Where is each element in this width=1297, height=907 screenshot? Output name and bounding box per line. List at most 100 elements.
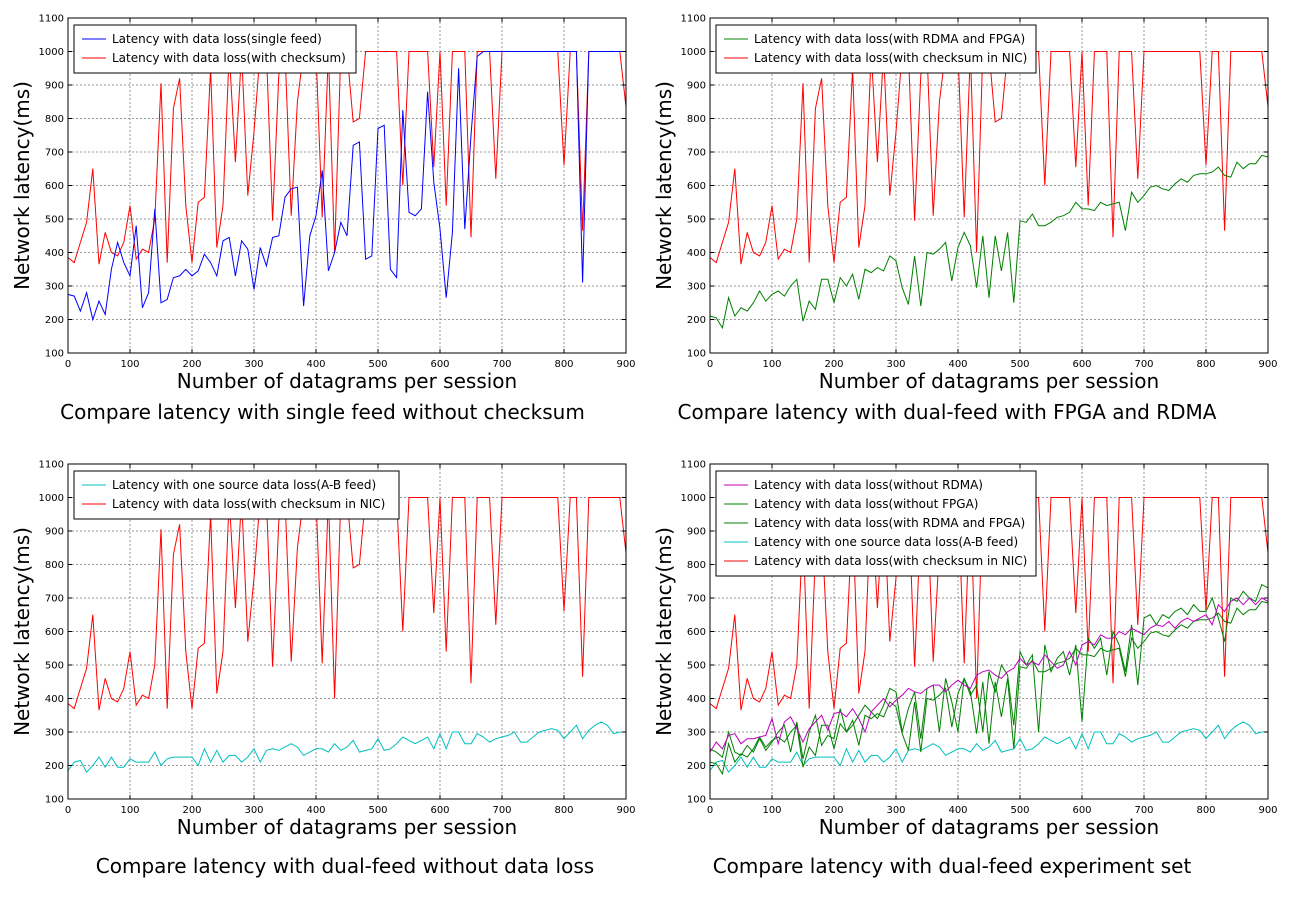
caption-2: Compare latency with dual-feed with FPGA…: [677, 400, 1217, 424]
y-tick-label: 500: [45, 661, 64, 672]
y-tick-label: 600: [687, 181, 706, 192]
y-tick-label: 500: [45, 215, 64, 226]
y-tick-label: 400: [45, 694, 64, 705]
x-tick-label: 600: [430, 805, 449, 816]
y-tick-label: 100: [45, 795, 64, 806]
x-tick-label: 100: [120, 805, 139, 816]
y-tick-label: 100: [687, 795, 706, 806]
caption-3: Compare latency with dual-feed without d…: [95, 854, 595, 878]
y-tick-label: 600: [45, 627, 64, 638]
x-tick-label: 300: [886, 805, 905, 816]
y-tick-label: 1000: [681, 493, 706, 504]
x-tick-label: 200: [182, 805, 201, 816]
y-tick-label: 200: [45, 315, 64, 326]
legend: Latency with data loss(single feed) Laten…: [73, 24, 357, 74]
legend-label: Latency with one source data loss(A-B fe…: [112, 478, 376, 492]
x-tick-label: 200: [824, 805, 843, 816]
legend-label: Latency with data loss(with checksum in …: [112, 497, 385, 511]
y-tick-label: 800: [45, 560, 64, 571]
x-tick-label: 800: [1196, 359, 1215, 370]
y-tick-label: 400: [45, 248, 64, 259]
y-tick-label: 1100: [39, 14, 64, 25]
chart-panel-3: 100 200 300 400 500 600 700 800 900 1000 1100 0 100 2…: [0, 446, 640, 886]
x-tick-label: 700: [1134, 805, 1153, 816]
x-tick-label: 900: [1258, 805, 1277, 816]
x-tick-label: 400: [948, 359, 967, 370]
series-line-nordma: [709, 597, 1269, 753]
y-tick-label: 1100: [681, 460, 706, 471]
x-tick-label: 500: [1010, 359, 1029, 370]
y-axis-label: Network latency(ms): [10, 81, 34, 290]
x-tick-label: 900: [616, 359, 635, 370]
x-tick-label: 900: [1258, 359, 1277, 370]
y-tick-label: 900: [687, 527, 706, 538]
y-tick-label: 300: [45, 282, 64, 293]
y-tick-label: 100: [687, 349, 706, 360]
series-line-rdmafpga: [709, 154, 1269, 330]
y-tick-label: 400: [687, 694, 706, 705]
chart-panel-2: 100 200 300 400 500 600 700 800 900 1000 1100 0 100 2…: [642, 0, 1282, 440]
y-tick-label: 700: [687, 148, 706, 159]
y-tick-label: 1000: [681, 47, 706, 58]
y-tick-label: 600: [687, 627, 706, 638]
x-tick-label: 500: [368, 805, 387, 816]
legend-label: Latency with data loss(without FPGA): [754, 497, 978, 511]
y-tick-label: 1100: [39, 460, 64, 471]
caption-1: Compare latency with single feed without…: [60, 400, 585, 424]
y-axis-label: Network latency(ms): [652, 81, 676, 290]
y-tick-label: 900: [45, 81, 64, 92]
y-tick-label: 300: [45, 728, 64, 739]
series-line-rdmafpga: [709, 600, 1269, 776]
x-tick-label: 700: [492, 359, 511, 370]
y-tick-label: 200: [45, 761, 64, 772]
x-axis-label: Number of datagrams per session: [819, 815, 1159, 839]
chart-panel-1: 100 200 300 400 500 600 700 800 900 1000 1100 0 100 2…: [0, 0, 640, 440]
y-tick-label: 1100: [681, 14, 706, 25]
x-tick-label: 100: [762, 805, 781, 816]
x-tick-label: 0: [65, 359, 71, 370]
y-tick-label: 1000: [39, 47, 64, 58]
x-tick-label: 400: [306, 805, 325, 816]
x-tick-label: 600: [1072, 359, 1091, 370]
y-tick-label: 900: [45, 527, 64, 538]
legend-label: Latency with data loss(single feed): [112, 32, 322, 46]
y-tick-label: 600: [45, 181, 64, 192]
x-tick-label: 600: [430, 359, 449, 370]
legend-label: Latency with one source data loss(A-B fe…: [754, 535, 1018, 549]
chart-panel-4: 100 200 300 400 500 600 700 800 900 1000 1100 0 100 2…: [642, 446, 1282, 886]
x-tick-label: 300: [244, 805, 263, 816]
y-tick-label: 700: [45, 148, 64, 159]
x-tick-label: 0: [65, 805, 71, 816]
x-tick-label: 800: [1196, 805, 1215, 816]
series-line-ab: [709, 721, 1268, 774]
x-axis-label: Number of datagrams per session: [177, 369, 517, 393]
y-tick-label: 200: [687, 315, 706, 326]
x-tick-label: 200: [824, 359, 843, 370]
legend: Latency with data loss(without RDMA) Late…: [715, 470, 1037, 577]
y-tick-label: 800: [687, 560, 706, 571]
x-tick-label: 500: [368, 359, 387, 370]
y-tick-label: 1000: [39, 493, 64, 504]
x-tick-label: 700: [1134, 359, 1153, 370]
y-tick-label: 800: [45, 114, 64, 125]
x-tick-label: 300: [886, 359, 905, 370]
x-axis-label: Number of datagrams per session: [819, 369, 1159, 393]
legend: Latency with data loss(with RDMA and FPG…: [715, 24, 1037, 74]
x-tick-label: 700: [492, 805, 511, 816]
x-tick-label: 0: [707, 805, 713, 816]
y-tick-label: 700: [687, 594, 706, 605]
legend-label: Latency with data loss(without RDMA): [754, 478, 983, 492]
y-axis-label: Network latency(ms): [652, 527, 676, 736]
series-line-single: [67, 51, 626, 322]
y-tick-label: 800: [687, 114, 706, 125]
y-tick-label: 100: [45, 349, 64, 360]
y-tick-label: 500: [687, 215, 706, 226]
x-tick-label: 600: [1072, 805, 1091, 816]
x-tick-label: 400: [948, 805, 967, 816]
y-axis-label: Network latency(ms): [10, 527, 34, 736]
y-tick-label: 900: [687, 81, 706, 92]
x-tick-label: 400: [306, 359, 325, 370]
